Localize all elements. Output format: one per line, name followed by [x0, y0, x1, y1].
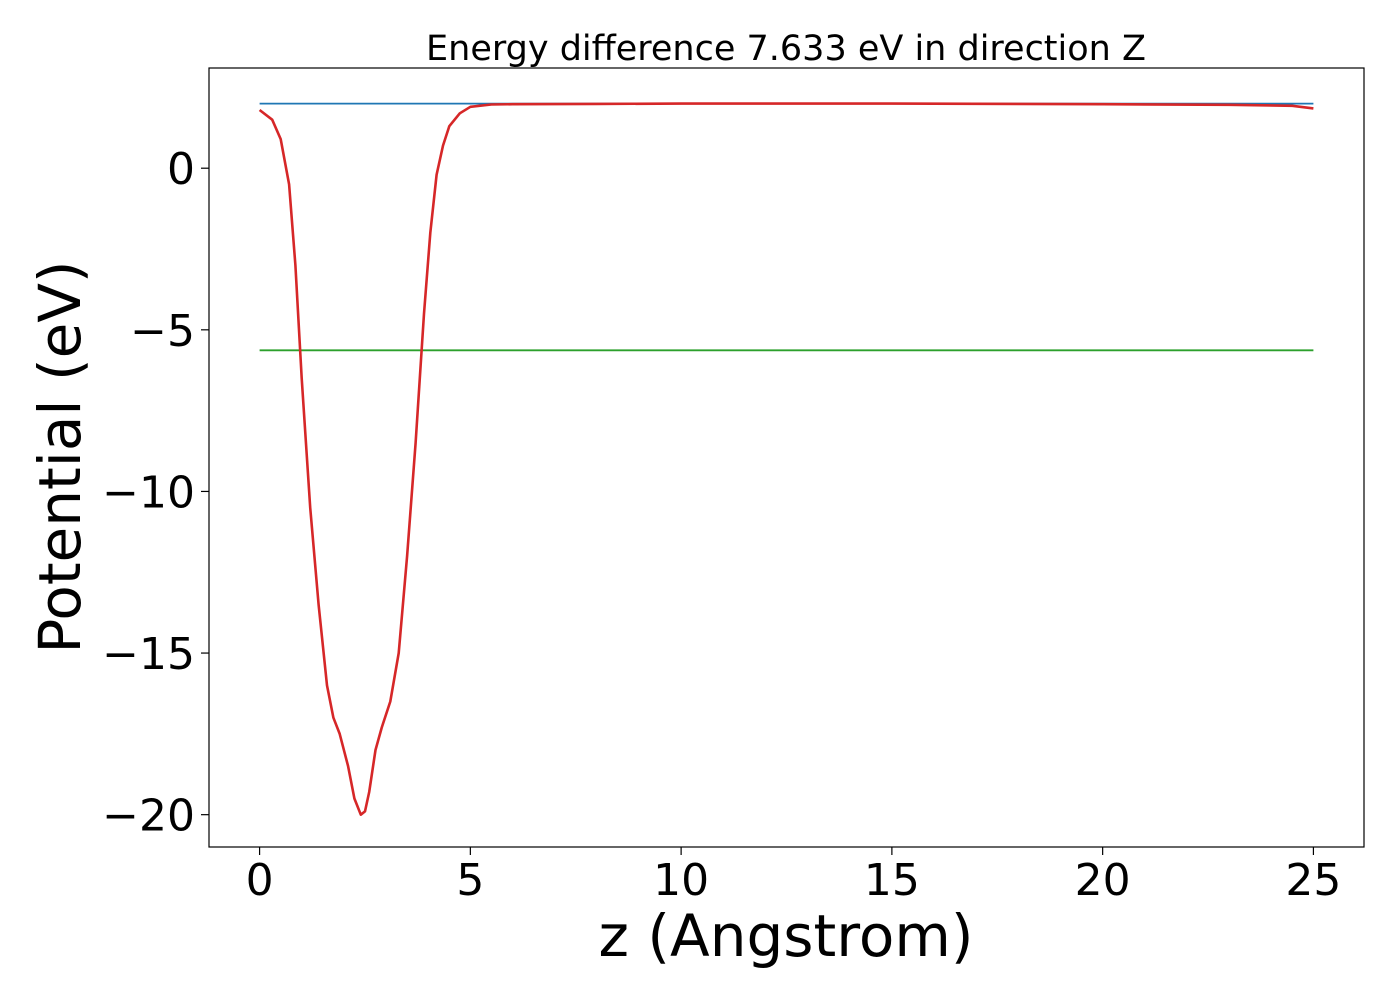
x-tick-label: 15 — [864, 855, 920, 906]
chart-title: Energy difference 7.633 eV in direction … — [426, 29, 1146, 69]
x-tick-label: 10 — [653, 855, 709, 906]
series-layer — [258, 102, 1314, 817]
x-tick-label: 20 — [1075, 855, 1131, 906]
y-axis-label: Potential (eV) — [26, 260, 94, 653]
y-tick-label: 0 — [167, 144, 195, 195]
x-tick-label: 0 — [246, 855, 274, 906]
x-axis-ticks: 0 5 10 15 20 25 — [246, 847, 1341, 906]
y-tick-label: −10 — [102, 467, 195, 518]
x-axis-label: z (Angstrom) — [599, 902, 974, 970]
y-tick-label: −5 — [130, 306, 195, 357]
x-tick-label: 5 — [456, 855, 484, 906]
y-axis-ticks: 0 −5 −10 −15 −20 — [102, 144, 209, 842]
plot-area-frame — [208, 67, 1365, 848]
y-tick-label: −20 — [102, 791, 195, 842]
series-line-3 — [258, 102, 1314, 817]
x-tick-label: 25 — [1285, 855, 1341, 906]
y-tick-label: −15 — [102, 629, 195, 680]
